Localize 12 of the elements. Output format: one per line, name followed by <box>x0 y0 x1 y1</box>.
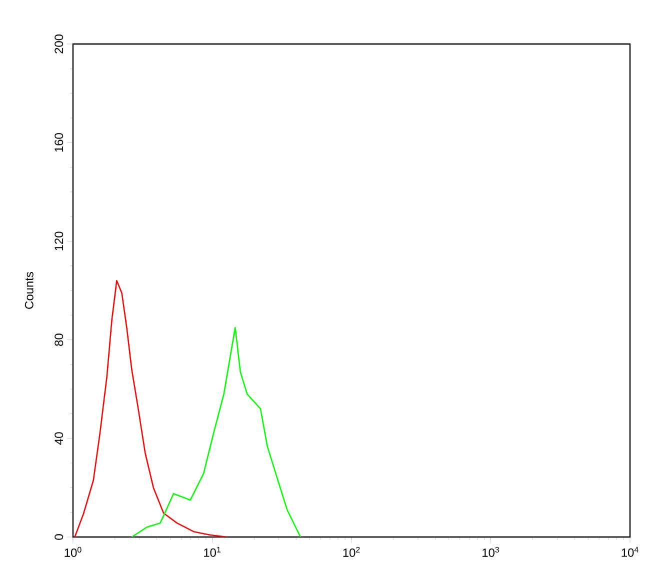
y-tick-label: 40 <box>54 432 64 445</box>
y-tick-label: 0 <box>54 534 64 540</box>
y-tick-label: 80 <box>54 334 64 346</box>
y-tick-label: 120 <box>54 232 64 250</box>
x-tick-label: 10$^{2}$ <box>343 546 360 557</box>
y-tick-label: 160 <box>54 133 64 152</box>
x-tick-label: 10$^{1}$ <box>204 546 220 557</box>
y-axis-title: Counts <box>24 272 34 309</box>
x-tick-label: 10$^{4}$ <box>622 546 638 557</box>
x-tick-label: 10$^{0}$ <box>64 546 82 557</box>
x-tick-label: 10$^{3}$ <box>482 546 500 557</box>
y-tick-label: 200 <box>54 34 64 54</box>
